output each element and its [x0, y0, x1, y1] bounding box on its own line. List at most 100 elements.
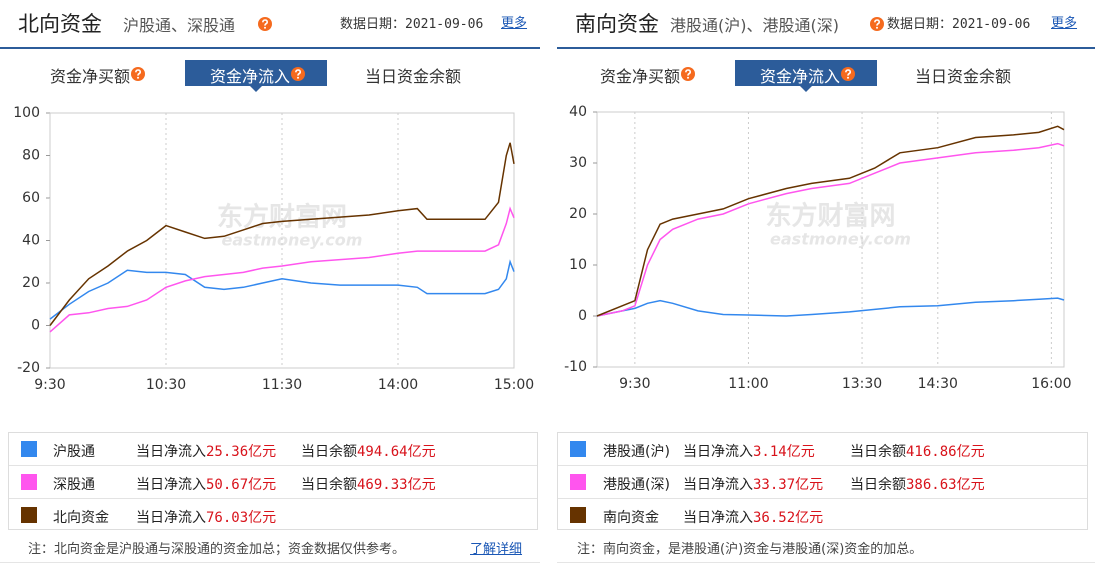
- watermark: 东方财富网: [765, 201, 895, 232]
- x-tick-label: 9:30: [619, 376, 650, 392]
- help-icon: [258, 17, 272, 31]
- note-link[interactable]: 了解详细: [470, 542, 523, 557]
- legend-swatch: [21, 474, 37, 490]
- y-tick-label: -10: [564, 359, 587, 375]
- help-glyph: [135, 69, 142, 76]
- panel-title: 北向资金: [18, 12, 102, 36]
- y-tick-label: 80: [22, 148, 40, 164]
- balance-value: 416.86亿元: [906, 444, 985, 460]
- legend-swatch: [21, 507, 37, 523]
- y-tick-label: -20: [17, 360, 40, 376]
- inflow-label: 当日净流入: [683, 477, 753, 493]
- legend-name: 沪股通: [53, 444, 95, 460]
- legend-swatch: [570, 441, 586, 457]
- help-glyph: [685, 69, 692, 76]
- series-line: [596, 297, 1065, 317]
- legend-table: 沪股通 当日净流入25.36亿元 当日余额494.64亿元 深股通 当日净流入50.67…: [8, 432, 538, 530]
- inflow-label: 当日净流入: [136, 444, 206, 460]
- more-link[interactable]: 更多: [501, 16, 528, 31]
- x-tick-label: 10:30: [146, 377, 186, 393]
- x-tick-label: 9:30: [34, 377, 65, 393]
- legend-balance: 当日余额416.86亿元: [850, 441, 985, 461]
- inflow-label: 当日净流入: [136, 510, 206, 526]
- panel: 北向资金 沪股通、深股通 数据日期：2021-09-06 更多 资金净买额 资金净流入 当日…: [0, 0, 540, 571]
- x-tick-label: 11:00: [728, 376, 768, 392]
- inflow-value: 50.67亿元: [206, 477, 277, 493]
- active-tab-arrow: [800, 86, 812, 92]
- more-link[interactable]: 更多: [1051, 16, 1078, 31]
- legend-balance: 当日余额469.33亿元: [301, 474, 436, 494]
- help-dot: [297, 76, 299, 79]
- balance-label: 当日余额: [850, 444, 906, 460]
- x-tick-label: 15:00: [494, 377, 534, 393]
- plot-area: [596, 111, 1065, 368]
- y-tick-label: 100: [13, 105, 40, 121]
- help-dot: [687, 76, 689, 79]
- legend-name: 港股通(深): [603, 477, 670, 493]
- series-line: [596, 125, 1065, 317]
- legend-swatch: [570, 474, 586, 490]
- inflow-label: 当日净流入: [136, 477, 206, 493]
- help-icon: [681, 67, 695, 81]
- help-dot: [137, 76, 139, 79]
- legend-name: 南向资金: [603, 510, 659, 526]
- legend-row: 南向资金 当日净流入36.52亿元: [558, 499, 1087, 531]
- legend-table: 港股通(沪) 当日净流入3.14亿元 当日余额416.86亿元 港股通(深) 当日净流入…: [557, 432, 1088, 530]
- help-icon: [841, 67, 855, 81]
- help-dot: [876, 26, 878, 29]
- y-tick-label: 20: [569, 206, 587, 222]
- help-icon: [870, 17, 884, 31]
- plot-area: [49, 112, 515, 369]
- x-tick-label: 14:30: [918, 376, 958, 392]
- header-underline: [0, 47, 540, 49]
- tab[interactable]: 资金净买额: [50, 67, 131, 86]
- x-tick-label: 13:30: [842, 376, 882, 392]
- legend-inflow: 当日净流入76.03亿元: [136, 507, 276, 527]
- data-date: 数据日期：2021-09-06: [887, 17, 1031, 32]
- legend-name: 深股通: [53, 477, 95, 493]
- balance-value: 386.63亿元: [906, 477, 985, 493]
- series-line: [596, 142, 1065, 317]
- y-tick-label: 0: [578, 308, 587, 324]
- watermark-sub: eastmoney.com: [770, 230, 911, 249]
- help-dot: [847, 76, 849, 79]
- header-underline: [557, 47, 1095, 49]
- legend-name: 港股通(沪): [603, 444, 670, 460]
- legend-balance: 当日余额494.64亿元: [301, 441, 436, 461]
- legend-row: 沪股通 当日净流入25.36亿元 当日余额494.64亿元: [9, 433, 537, 466]
- balance-value: 494.64亿元: [357, 444, 436, 460]
- footer-line: [0, 562, 540, 563]
- note: 注：北向资金是沪股通与深股通的资金加总；资金数据仅供参考。: [28, 542, 406, 557]
- legend-name: 北向资金: [53, 510, 109, 526]
- tab[interactable]: 资金净流入: [210, 67, 291, 86]
- watermark: 东方财富网: [217, 202, 347, 233]
- legend-inflow: 当日净流入3.14亿元: [683, 441, 815, 461]
- panel: 南向资金 港股通(沪)、港股通(深) 数据日期：2021-09-06 更多 资金净买额资…: [557, 0, 1095, 571]
- inflow-value: 36.52亿元: [753, 510, 824, 526]
- inflow-value: 33.37亿元: [753, 477, 824, 493]
- inflow-label: 当日净流入: [683, 444, 753, 460]
- panel-title: 南向资金: [575, 12, 659, 36]
- tab[interactable]: 当日资金余额: [915, 67, 1012, 86]
- help-glyph: [874, 19, 881, 26]
- inflow-value: 76.03亿元: [206, 510, 277, 526]
- y-tick-label: 30: [569, 155, 587, 171]
- footer-line: [557, 562, 1095, 563]
- balance-label: 当日余额: [301, 444, 357, 460]
- tab[interactable]: 资金净买额: [600, 67, 681, 86]
- panel-subtitle: 港股通(沪)、港股通(深): [670, 16, 839, 35]
- legend-row: 港股通(沪) 当日净流入3.14亿元 当日余额416.86亿元: [558, 433, 1087, 466]
- y-tick-label: 60: [22, 190, 40, 206]
- data-date: 数据日期：2021-09-06: [340, 17, 484, 32]
- tab[interactable]: 当日资金余额: [365, 67, 462, 86]
- x-tick-label: 11:30: [262, 377, 302, 393]
- help-glyph: [295, 69, 302, 76]
- tab[interactable]: 资金净流入: [760, 67, 841, 86]
- legend-swatch: [21, 441, 37, 457]
- series-line: [49, 142, 515, 326]
- balance-label: 当日余额: [850, 477, 906, 493]
- active-tab-arrow: [250, 86, 262, 92]
